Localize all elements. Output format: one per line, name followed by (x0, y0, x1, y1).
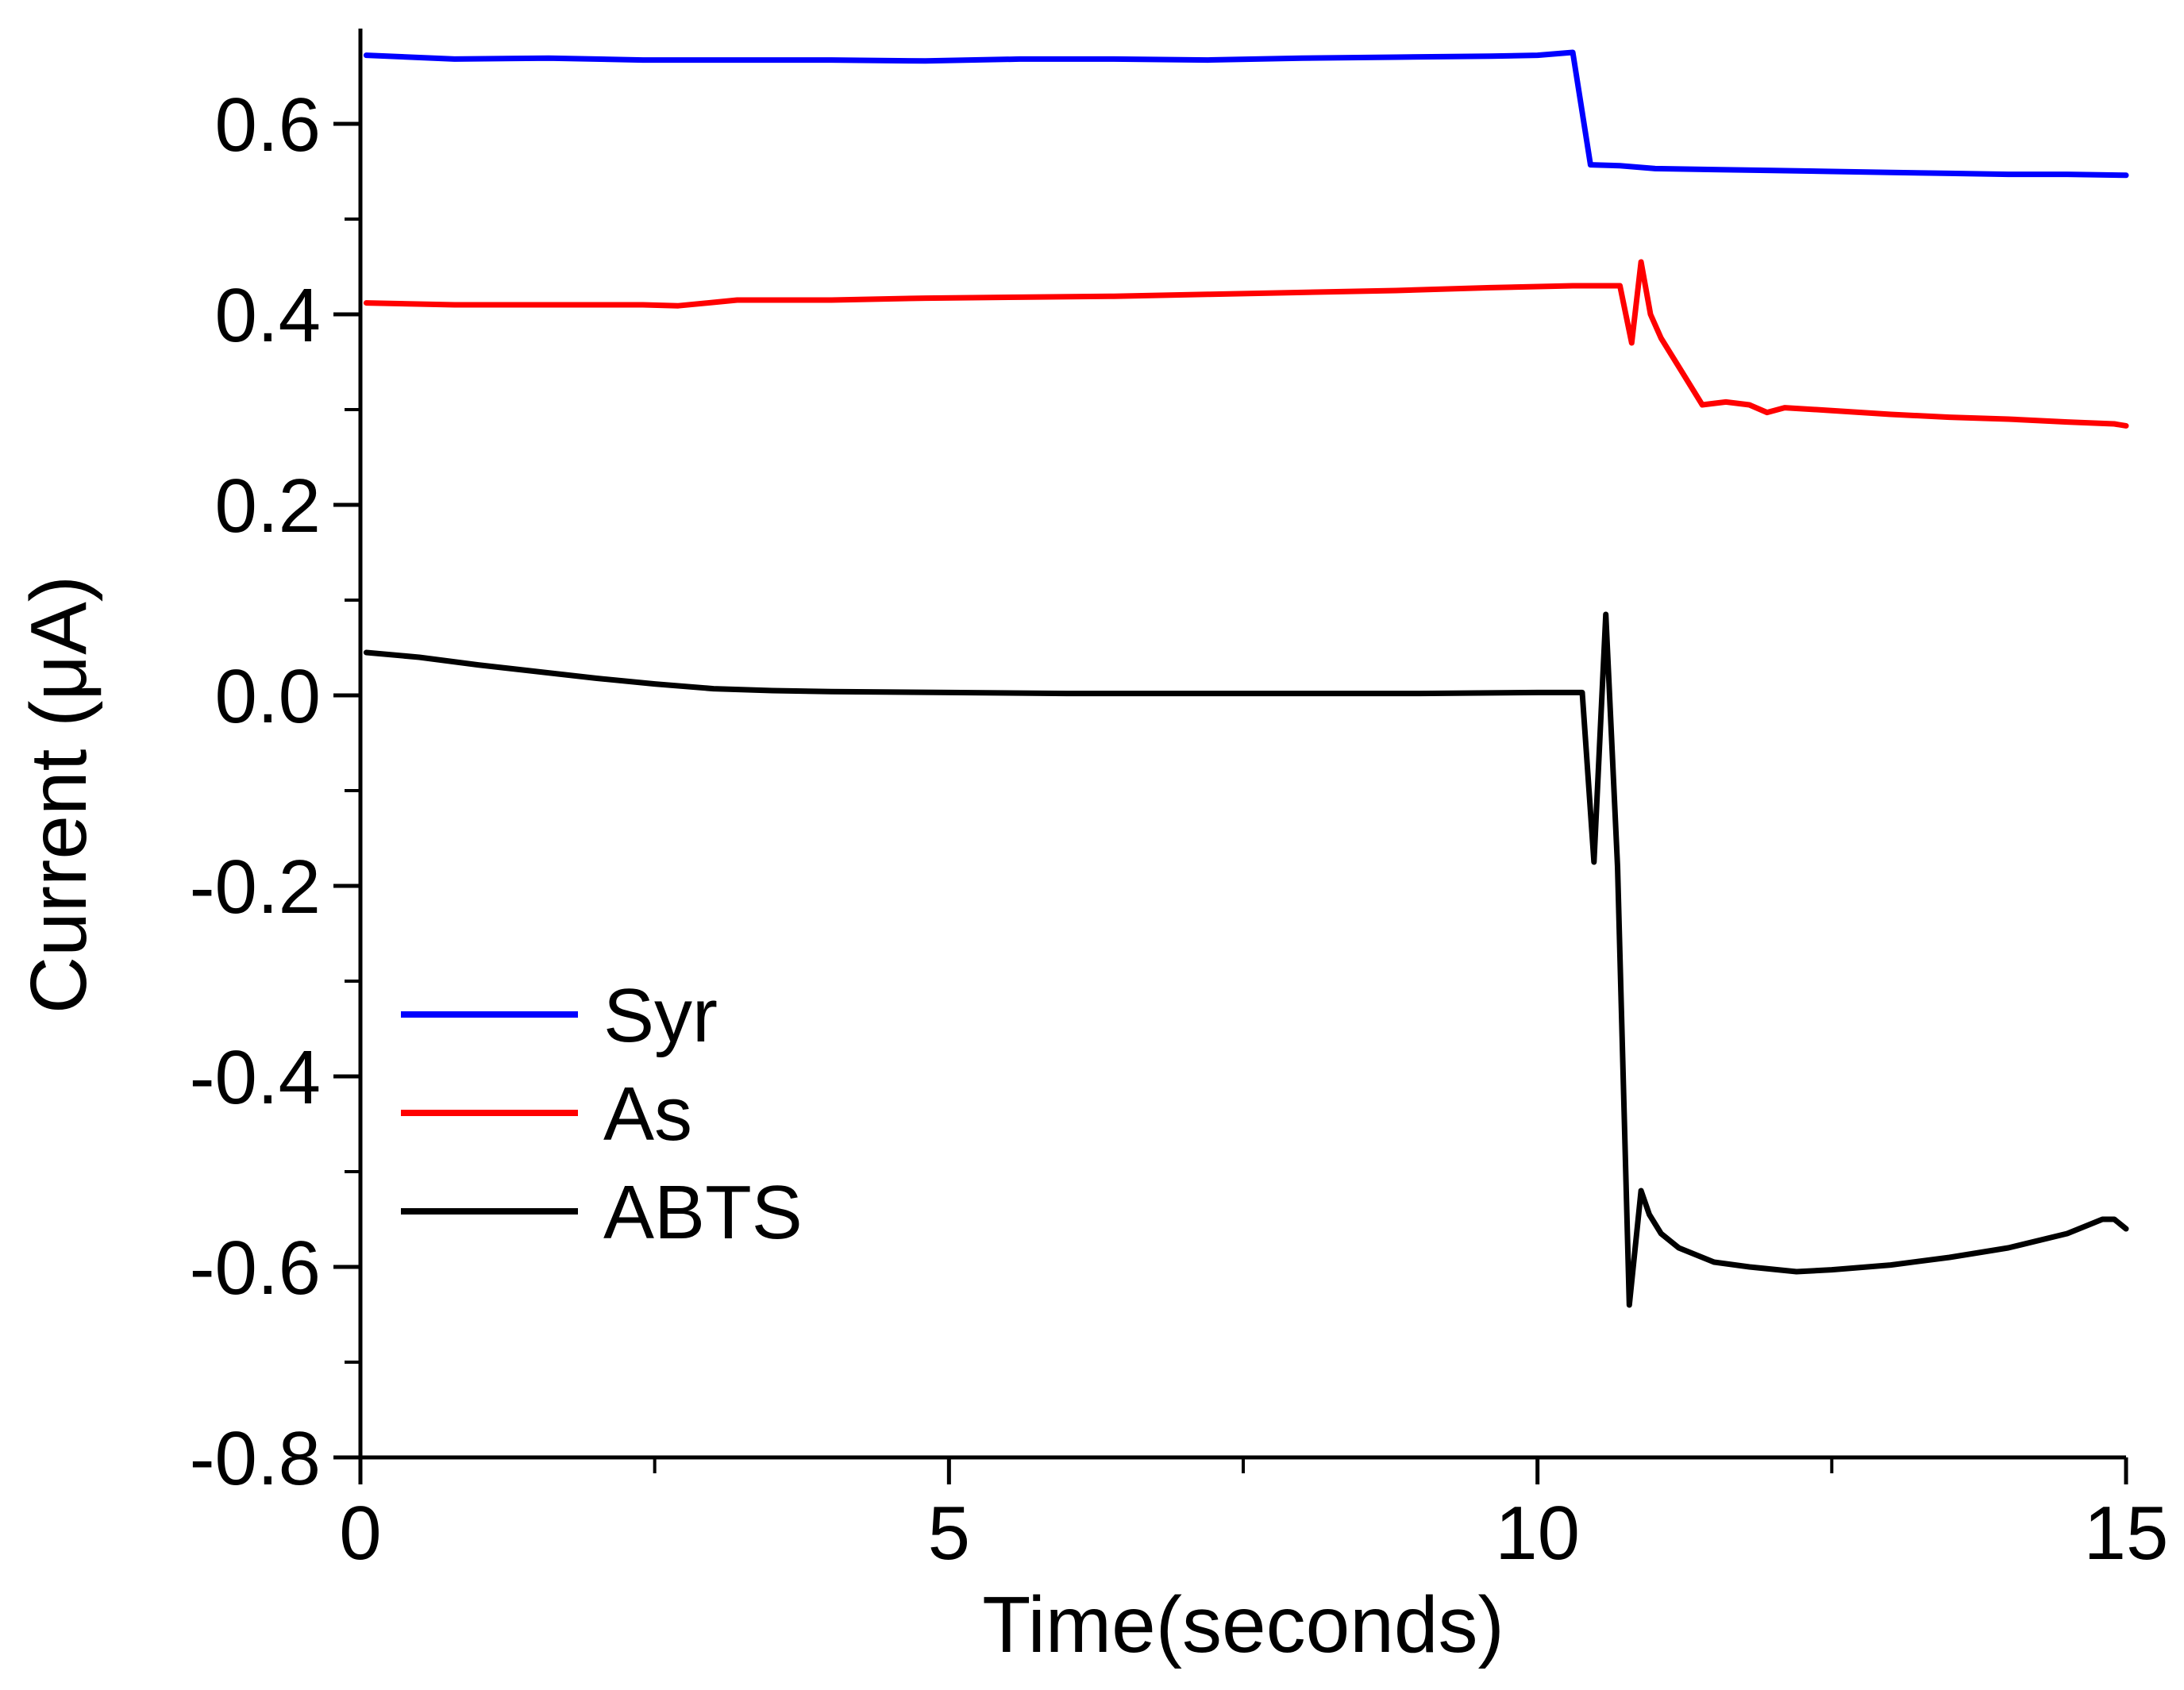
y-tick-label: -0.2 (190, 845, 321, 930)
y-tick-label: -0.8 (190, 1416, 321, 1501)
x-tick-label: 5 (928, 1491, 970, 1576)
x-axis-title: Time(seconds) (982, 1580, 1504, 1669)
legend-label-as: As (603, 1072, 692, 1157)
series-line-syr (363, 49, 2129, 179)
series-lines (363, 49, 2129, 1308)
x-tick-label: 10 (1495, 1491, 1580, 1576)
series-line-as (363, 259, 2129, 429)
y-axis-title: Current (μA) (14, 576, 103, 1014)
x-tick-label: 15 (2084, 1491, 2169, 1576)
y-tick-label: 0.0 (215, 654, 321, 739)
y-tick-label: 0.4 (215, 273, 321, 358)
y-tick-label: 0.6 (215, 83, 321, 167)
y-axis-ticks: -0.8 -0.6 -0.4 -0.2 0.0 0.2 0.4 0.6 (190, 83, 360, 1501)
y-tick-label: -0.4 (190, 1035, 321, 1120)
legend-label-syr: Syr (603, 973, 718, 1058)
y-tick-label: 0.2 (215, 464, 321, 549)
axes: 0 5 10 15 -0.8 -0.6 -0.4 -0.2 0.0 0.2 0.4 0.6 (190, 29, 2168, 1576)
legend-label-abts: ABTS (603, 1170, 803, 1255)
y-tick-label: -0.6 (190, 1226, 321, 1311)
x-tick-label: 0 (339, 1491, 381, 1576)
series-line-abts (363, 611, 2129, 1308)
legend: Syr As ABTS (401, 973, 803, 1255)
x-axis-ticks: 0 5 10 15 (339, 1457, 2168, 1576)
